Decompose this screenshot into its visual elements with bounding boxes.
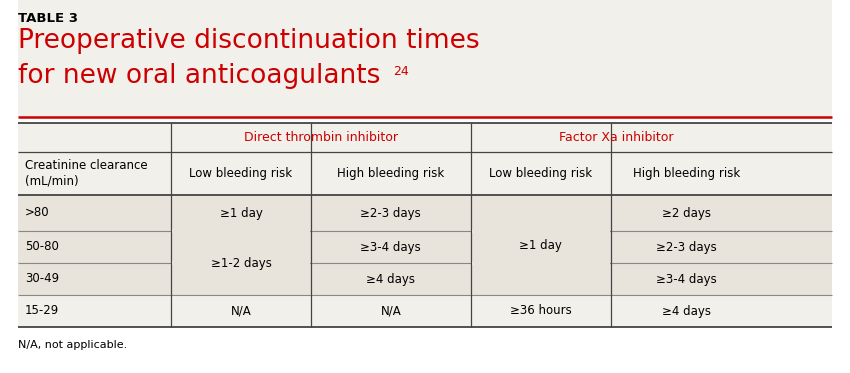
Text: ≥1 day: ≥1 day — [219, 207, 263, 219]
Text: N/A: N/A — [381, 304, 401, 317]
Text: ≥2-3 days: ≥2-3 days — [360, 207, 422, 219]
Text: TABLE 3: TABLE 3 — [18, 12, 78, 25]
Text: 30-49: 30-49 — [25, 273, 60, 285]
Text: ≥1 day: ≥1 day — [519, 238, 562, 251]
Text: Factor Xa inhibitor: Factor Xa inhibitor — [559, 131, 674, 144]
Text: 24: 24 — [393, 65, 409, 78]
Text: ≥4 days: ≥4 days — [662, 304, 711, 317]
Text: ≥2-3 days: ≥2-3 days — [656, 241, 717, 254]
Text: Low bleeding risk: Low bleeding risk — [489, 167, 592, 180]
Text: ≥3-4 days: ≥3-4 days — [360, 241, 422, 254]
Bar — [18, 231, 832, 263]
Bar — [18, 123, 832, 152]
Text: ≥1-2 days: ≥1-2 days — [211, 257, 271, 270]
Text: ≥2 days: ≥2 days — [662, 207, 711, 219]
Text: Direct thrombin inhibitor: Direct thrombin inhibitor — [244, 131, 398, 144]
Bar — [472, 229, 609, 233]
Text: High bleeding risk: High bleeding risk — [633, 167, 740, 180]
Text: >80: >80 — [25, 207, 49, 219]
Text: ≥36 hours: ≥36 hours — [510, 304, 571, 317]
Text: High bleeding risk: High bleeding risk — [337, 167, 445, 180]
Text: 15-29: 15-29 — [25, 304, 60, 317]
Text: N/A: N/A — [230, 304, 252, 317]
Bar — [18, 152, 832, 195]
Text: Preoperative discontinuation times: Preoperative discontinuation times — [18, 28, 479, 54]
Bar — [472, 261, 609, 265]
Bar — [18, 195, 832, 231]
Text: Low bleeding risk: Low bleeding risk — [190, 167, 292, 180]
Text: ≥4 days: ≥4 days — [366, 273, 416, 285]
Bar — [18, 263, 832, 295]
Bar — [18, 295, 832, 327]
Text: for new oral anticoagulants: for new oral anticoagulants — [18, 63, 380, 89]
Bar — [18, 0, 832, 117]
Text: 50-80: 50-80 — [25, 241, 59, 254]
Text: Creatinine clearance
(mL/min): Creatinine clearance (mL/min) — [25, 159, 148, 188]
Text: ≥3-4 days: ≥3-4 days — [656, 273, 717, 285]
Bar — [172, 261, 310, 265]
Bar — [172, 229, 310, 233]
Text: N/A, not applicable.: N/A, not applicable. — [18, 340, 128, 350]
